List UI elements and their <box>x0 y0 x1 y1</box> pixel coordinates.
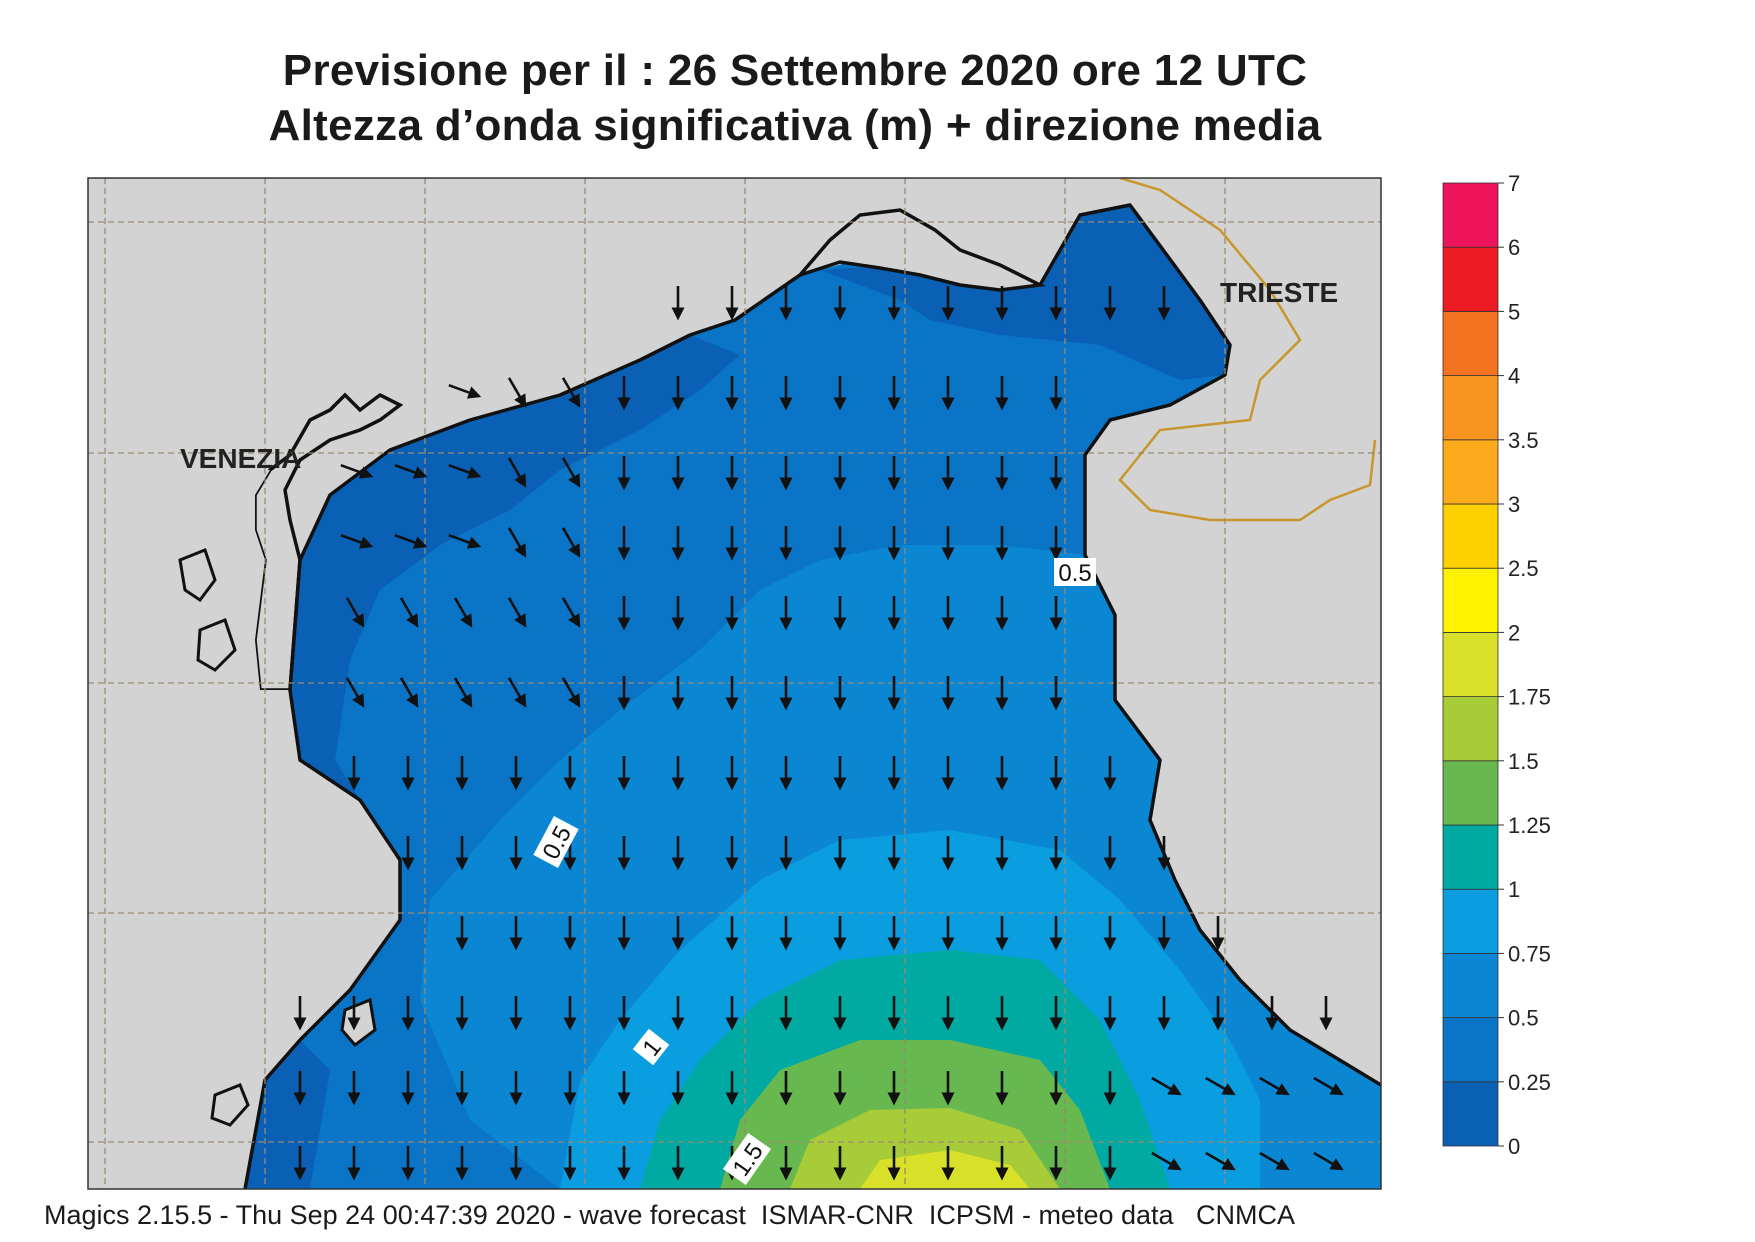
legend-swatch <box>1442 567 1499 633</box>
wave-direction-arrow <box>561 377 581 408</box>
island <box>210 1083 250 1127</box>
legend-swatch <box>1442 696 1499 762</box>
map-frame <box>87 177 1382 1190</box>
grado-land <box>794 208 1046 292</box>
legend-tick-label: 1 <box>1508 877 1520 902</box>
wave-direction-arrow <box>448 463 482 479</box>
legend-swatch <box>1442 439 1499 505</box>
place-label-trieste: TRIESTE <box>1220 277 1338 308</box>
national-border <box>1118 178 1377 522</box>
legend-swatch <box>1442 824 1499 890</box>
legend-swatch <box>1442 310 1499 376</box>
sea-band-0-0.25 <box>820 205 1230 380</box>
variable-subtitle: Altezza d’onda significativa (m) + direz… <box>268 101 1322 150</box>
sea-band-0-0.25 <box>245 1040 330 1189</box>
legend-swatch <box>1442 182 1499 248</box>
legend-tick-label: 3.5 <box>1508 428 1539 453</box>
legend-swatch <box>1442 888 1499 954</box>
legend-swatch <box>1442 760 1499 826</box>
wave-direction-arrow <box>1259 1076 1290 1096</box>
wave-direction-arrow <box>345 677 365 708</box>
legend-tick-label: 1.5 <box>1508 749 1539 774</box>
east-coast-land <box>1085 405 1381 1085</box>
wave-direction-arrow <box>1151 1076 1182 1096</box>
footer-credits: Magics 2.15.5 - Thu Sep 24 00:47:39 2020… <box>44 1200 1296 1230</box>
wave-direction-arrow <box>507 377 527 408</box>
venice-lagoon-land <box>253 392 404 692</box>
wave-direction-arrow <box>561 677 581 708</box>
wave-direction-arrow <box>345 597 365 628</box>
forecast-title: Previsione per il : 26 Settembre 2020 or… <box>282 46 1308 95</box>
island <box>178 548 217 603</box>
wave-direction-arrow <box>507 457 527 488</box>
wave-direction-arrow <box>561 457 581 488</box>
colour-scale-legend: 0 0.25 0.5 0.75 1 1.25 1.5 1.75 2 2.5 3 3.5 4 5 6 7 <box>1442 171 1551 1159</box>
place-label-venezia: VENEZIA <box>180 443 301 474</box>
wave-direction-arrow <box>448 383 482 399</box>
legend-swatch <box>1442 246 1499 312</box>
wave-direction-arrow <box>340 463 374 479</box>
legend-tick-label: 6 <box>1508 235 1520 260</box>
wave-direction-arrows <box>293 286 1344 1181</box>
coastline <box>1038 203 1381 1087</box>
wave-direction-arrow <box>399 597 419 628</box>
legend-tick-label: 2.5 <box>1508 556 1539 581</box>
wave-direction-arrow <box>394 463 428 479</box>
wave-direction-arrow <box>507 527 527 558</box>
wave-direction-arrow <box>561 527 581 558</box>
wave-direction-arrow <box>394 533 428 549</box>
svg-text:0.5: 0.5 <box>1058 560 1091 587</box>
wave-direction-arrow <box>453 677 473 708</box>
legend-swatch <box>1442 1081 1499 1147</box>
graticule <box>88 178 1381 1189</box>
wave-direction-arrow <box>1151 1151 1182 1171</box>
legend-tick-label: 7 <box>1508 171 1520 196</box>
coastline <box>243 559 402 1189</box>
wave-direction-arrow <box>1205 1151 1236 1171</box>
wave-direction-arrow <box>340 533 374 549</box>
wave-direction-arrow <box>507 597 527 628</box>
south-west-land <box>88 470 400 1189</box>
legend-tick-label: 0.75 <box>1508 941 1551 966</box>
island <box>196 618 237 672</box>
legend-swatch <box>1442 375 1499 441</box>
wave-direction-arrow <box>507 677 527 708</box>
wave-direction-arrow <box>1259 1151 1290 1171</box>
wave-direction-arrow <box>1313 1076 1344 1096</box>
legend-tick-label: 1.25 <box>1508 813 1551 838</box>
legend-tick-label: 2 <box>1508 620 1520 645</box>
legend-tick-label: 5 <box>1508 299 1520 324</box>
legend-tick-label: 0 <box>1508 1134 1520 1159</box>
coastline <box>298 273 801 561</box>
legend-swatch <box>1442 632 1499 698</box>
wave-direction-arrow <box>399 677 419 708</box>
legend-tick-label: 4 <box>1508 364 1520 389</box>
sea-band-0-0.25 <box>290 335 740 800</box>
wave-direction-arrow <box>448 533 482 549</box>
legend-swatch <box>1442 1017 1499 1083</box>
wave-direction-arrow <box>561 597 581 628</box>
legend-swatch <box>1442 503 1499 569</box>
wave-direction-arrow <box>453 597 473 628</box>
contour-label: 0.5 <box>1054 558 1096 587</box>
legend-tick-label: 3 <box>1508 492 1520 517</box>
wave-direction-arrow <box>1205 1076 1236 1096</box>
legend-tick-label: 0.25 <box>1508 1070 1551 1095</box>
legend-swatch <box>1442 953 1499 1019</box>
wave-direction-arrow <box>1313 1151 1344 1171</box>
legend-tick-label: 1.75 <box>1508 685 1551 710</box>
legend-tick-label: 0.5 <box>1508 1006 1539 1031</box>
map-plot-area <box>88 178 1381 1189</box>
